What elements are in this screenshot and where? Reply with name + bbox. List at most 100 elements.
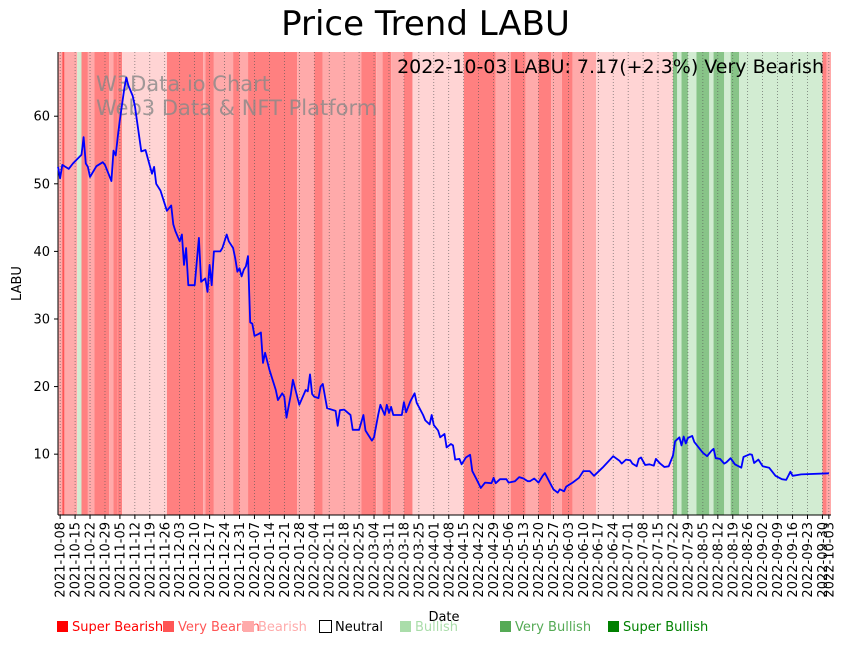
legend-swatch [400, 621, 411, 632]
regime-band-bearish [213, 52, 234, 515]
regime-band-very_bearish [166, 52, 204, 515]
x-tick-label: 2022-10-03 [822, 522, 837, 598]
regime-band-bearish [376, 52, 383, 515]
regime-band-very_bearish [561, 52, 573, 515]
regime-band-very_bearish [510, 52, 526, 515]
x-tick-label: 2021-10-08 [54, 522, 69, 598]
legend-label: Super Bearish [72, 620, 164, 635]
regime-band-bullish [687, 52, 697, 515]
y-tick-label: 40 [33, 245, 50, 260]
y-tick-label: 20 [33, 380, 50, 395]
y-tick-label: 50 [33, 177, 50, 192]
x-tick-label: 2022-01-07 [248, 522, 263, 598]
legend-item-super-bullish: Super Bullish [608, 620, 708, 635]
regime-band-bearish [239, 52, 249, 515]
x-tick-label: 2022-08-05 [696, 522, 711, 598]
legend-swatch [319, 620, 332, 633]
y-tick-label: 10 [33, 448, 50, 463]
x-axis-label: Date [428, 610, 459, 625]
x-tick-label: 2021-12-24 [218, 522, 233, 598]
regime-band-very_bearish [81, 52, 88, 515]
regime-band-neutral_pink [122, 52, 167, 515]
x-tick-label: 2021-12-31 [233, 522, 248, 598]
x-tick-label: 2022-05-27 [547, 522, 562, 598]
legend-item-bearish: Bearish [243, 620, 307, 635]
regime-band-very_bearish [248, 52, 298, 515]
x-tick-label: 2021-10-29 [98, 522, 113, 598]
x-tick-label: 2022-09-23 [801, 522, 816, 598]
x-tick-label: 2022-04-22 [472, 522, 487, 598]
regime-band-neutral_pink [596, 52, 673, 515]
x-tick-label: 2022-05-13 [517, 522, 532, 598]
regime-band-super_bearish [62, 52, 65, 515]
legend-swatch [57, 621, 68, 632]
regime-band-very_bullish [713, 52, 725, 515]
regime-band-very_bullish [672, 52, 678, 515]
x-tick-label: 2022-02-25 [353, 522, 368, 598]
x-tick-label: 2022-05-20 [532, 522, 547, 598]
regime-band-bullish [77, 52, 82, 515]
x-tick-label: 2022-01-14 [263, 522, 278, 598]
regime-band-very_bullish [681, 52, 688, 515]
x-tick-label: 2022-09-02 [756, 522, 771, 598]
regime-band-bullish [724, 52, 731, 515]
legend-item-neutral: Neutral [319, 620, 383, 635]
regime-band-bearish [495, 52, 511, 515]
regime-band-bullish [739, 52, 823, 515]
legend-swatch [163, 621, 174, 632]
legend-item-super-bearish: Super Bearish [57, 620, 163, 635]
x-tick-label: 2022-04-08 [442, 522, 457, 598]
x-tick-label: 2022-03-25 [412, 522, 427, 598]
regime-band-very_bearish [382, 52, 392, 515]
regime-band-bearish [109, 52, 114, 515]
x-tick-label: 2022-07-01 [622, 522, 637, 598]
x-tick-label: 2021-11-26 [158, 522, 173, 598]
legend: Super Bearish Very Bearish Bearish Neutral B… [57, 620, 847, 638]
x-tick-label: 2022-01-21 [278, 522, 293, 598]
x-tick-label: 2021-11-12 [128, 522, 143, 598]
x-tick-label: 2022-09-16 [786, 522, 801, 598]
price-series-line [57, 76, 829, 494]
x-tick-label: 2022-03-04 [368, 522, 383, 598]
x-tick-label: 2021-12-10 [188, 522, 203, 598]
x-tick-label: 2022-02-11 [323, 522, 338, 598]
x-tick-label: 2022-08-19 [726, 522, 741, 598]
x-tick-label: 2022-06-24 [607, 522, 622, 598]
watermark-line: Web3 Data & NFT Platform [96, 96, 377, 120]
x-tick-label: 2021-11-05 [113, 522, 128, 598]
x-tick-label: 2022-07-22 [666, 522, 681, 598]
regime-band-bearish [297, 52, 315, 515]
x-tick-label: 2021-11-19 [143, 522, 158, 598]
regime-band-bearish [391, 52, 404, 515]
legend-swatch [243, 621, 254, 632]
regime-band-bearish [525, 52, 539, 515]
regime-band-very_bearish [822, 52, 827, 515]
regime-band-bearish [322, 52, 362, 515]
x-tick-label: 2022-03-18 [397, 522, 412, 598]
x-tick-label: 2022-08-12 [711, 522, 726, 598]
x-tick-label: 2022-09-09 [771, 522, 786, 598]
x-tick-label: 2022-06-17 [592, 522, 607, 598]
x-tick-label: 2022-01-28 [293, 522, 308, 598]
regime-band-very_bearish [361, 52, 377, 515]
x-tick-label: 2022-06-10 [577, 522, 592, 598]
legend-item-very-bearish: Very Bearish [163, 620, 260, 635]
x-tick-label: 2022-07-08 [637, 522, 652, 598]
x-tick-label: 2022-09-30 [816, 522, 831, 598]
chart-title: Price Trend LABU [281, 4, 570, 44]
regime-band-bearish [572, 52, 597, 515]
legend-item-bullish: Bullish [400, 620, 458, 635]
x-tick-label: 2022-08-26 [741, 522, 756, 598]
legend-label: Neutral [335, 620, 383, 635]
regime-band-bearish [87, 52, 95, 515]
regime-band-very_bearish [463, 52, 496, 515]
x-tick-label: 2022-03-11 [382, 522, 397, 598]
regime-band-very_bearish [403, 52, 413, 515]
watermark-line: W3Data.io Chart [96, 72, 270, 96]
legend-label: Very Bearish [178, 620, 260, 635]
regime-band-bearish [203, 52, 206, 515]
x-tick-label: 2021-12-17 [203, 522, 218, 598]
latest-price-annotation: 2022-10-03 LABU: 7.17(+2.3%) Very Bearis… [397, 56, 824, 78]
regime-band-bearish [551, 52, 562, 515]
